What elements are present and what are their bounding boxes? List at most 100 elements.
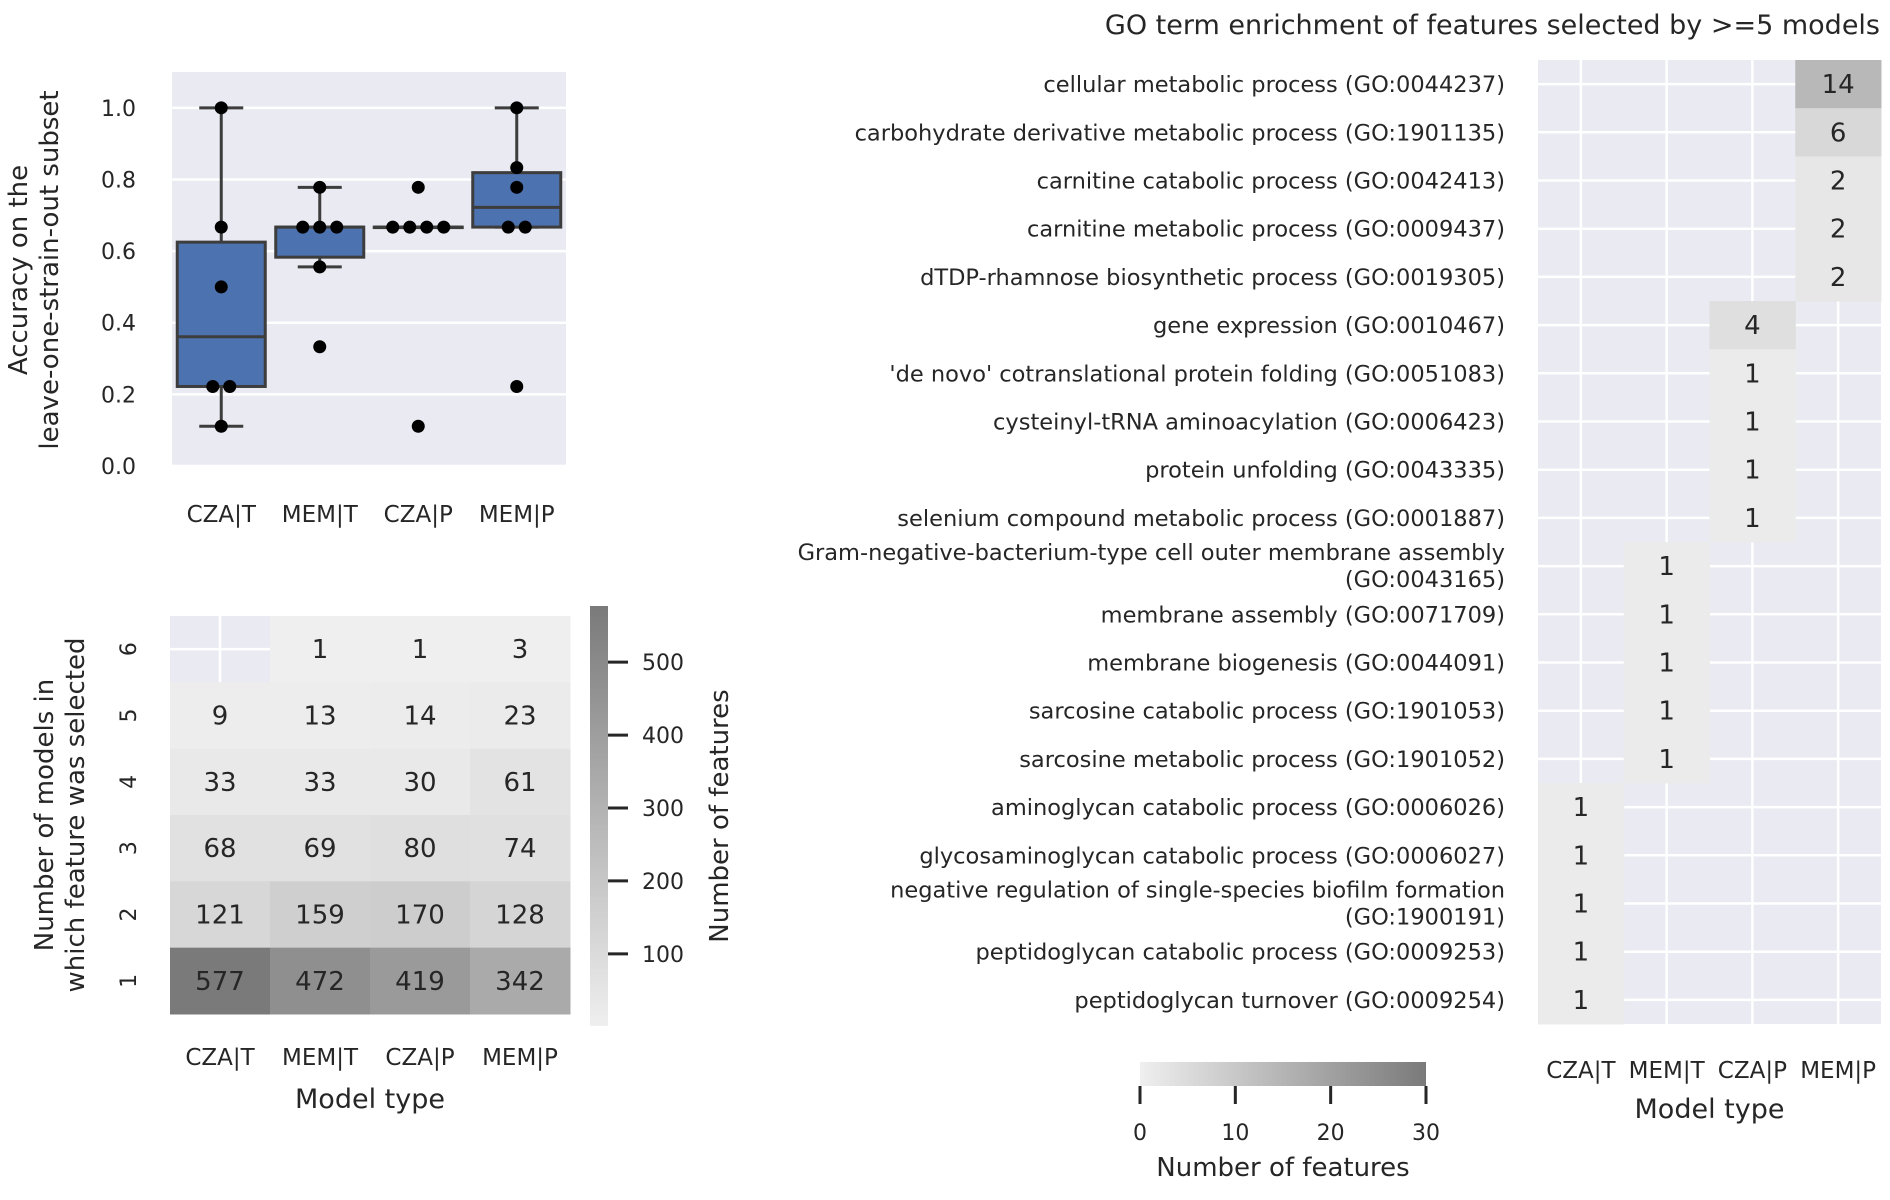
heatmap2-cell-label: 1 bbox=[1573, 986, 1590, 1016]
boxplot-data-point bbox=[330, 220, 344, 234]
boxplot-data-point bbox=[313, 340, 327, 354]
colorbar2-tick-label: 10 bbox=[1221, 1121, 1249, 1146]
heatmap2-cell-label: 14 bbox=[1822, 70, 1855, 100]
heatmap2-cell bbox=[1709, 445, 1796, 495]
heatmap1-y-tick-label: 3 bbox=[117, 841, 142, 855]
heatmap1-y-tick-label: 1 bbox=[117, 974, 142, 988]
heatmap2-cell bbox=[1709, 301, 1796, 350]
heatmap2-y-tick-label: carnitine metabolic process (GO:0009437) bbox=[1027, 217, 1505, 243]
heatmap2-y-tick-label: protein unfolding (GO:0043335) bbox=[1145, 458, 1505, 484]
heatmap2-cell-label: 1 bbox=[1744, 359, 1761, 389]
colorbar2-tick-label: 30 bbox=[1412, 1121, 1440, 1146]
boxplot-data-point bbox=[411, 180, 425, 194]
boxplot-y-tick-label: 0.2 bbox=[101, 383, 136, 408]
heatmap2-cell-label: 6 bbox=[1830, 118, 1847, 148]
heatmap2-cell bbox=[1795, 156, 1882, 206]
boxplot-x-tick-label: CZA|T bbox=[187, 502, 257, 528]
boxplot-y-axis-label: Accuracy on theleave-one-strain-out subs… bbox=[4, 90, 65, 449]
colorbar1-tick-label: 100 bbox=[642, 943, 684, 968]
heatmap2-cell bbox=[1795, 204, 1882, 254]
boxplot-data-point bbox=[510, 379, 524, 393]
heatmap1-cell bbox=[470, 682, 571, 750]
heatmap1-cell bbox=[370, 682, 471, 750]
heatmap1-cell bbox=[470, 815, 571, 882]
heatmap2-y-tick-label: cysteinyl-tRNA aminoacylation (GO:000642… bbox=[993, 410, 1505, 436]
heatmap1-cell bbox=[370, 947, 471, 1015]
heatmap1-cell bbox=[170, 881, 271, 949]
heatmap1-x-tick-label: MEM|P bbox=[482, 1045, 558, 1071]
heatmap1-cell bbox=[370, 748, 471, 816]
heatmap2-y-tick-label: sarcosine catabolic process (GO:1901053) bbox=[1029, 699, 1505, 725]
heatmap1-cell bbox=[170, 748, 271, 816]
heatmap1-cell-label: 80 bbox=[403, 834, 436, 864]
heatmap2-cell-label: 2 bbox=[1830, 215, 1847, 245]
heatmap2-y-tick-label: sarcosine metabolic process (GO:1901052) bbox=[1019, 747, 1505, 773]
boxplot-data-point bbox=[223, 379, 237, 393]
heatmap2-cell bbox=[1538, 831, 1625, 880]
heatmap1-x-tick-label: CZA|P bbox=[385, 1045, 454, 1071]
heatmap2-y-tick-label: negative regulation of single-species bi… bbox=[890, 878, 1505, 931]
boxplot-x-tick-label: MEM|P bbox=[479, 502, 555, 528]
heatmap2-cell bbox=[1623, 734, 1710, 784]
heatmap2-cell bbox=[1709, 397, 1796, 447]
heatmap2-y-tick-label: cellular metabolic process (GO:0044237) bbox=[1043, 72, 1505, 98]
heatmap1-cell bbox=[170, 682, 271, 750]
heatmap2-y-tick-label: dTDP-rhamnose biosynthetic process (GO:0… bbox=[920, 265, 1505, 291]
heatmap2-y-tick-label: 'de novo' cotranslational protein foldin… bbox=[889, 361, 1505, 387]
heatmap2-cell-label: 1 bbox=[1573, 938, 1590, 968]
heatmap2-title: GO term enrichment of features selected … bbox=[1105, 10, 1880, 41]
heatmap2-cell-label: 1 bbox=[1658, 600, 1675, 630]
heatmap2-cell bbox=[1538, 879, 1625, 929]
heatmap1-cell-label: 30 bbox=[403, 768, 436, 798]
heatmap1-cell-label: 159 bbox=[295, 901, 345, 931]
heatmap2-cell-label: 1 bbox=[1744, 408, 1761, 438]
heatmap1-cell-label: 14 bbox=[403, 702, 436, 732]
heatmap1-cell-label: 33 bbox=[203, 768, 236, 798]
heatmap1-cell-label: 419 bbox=[395, 967, 445, 997]
heatmap2-cell-label: 1 bbox=[1658, 745, 1675, 775]
heatmap1-y-tick-label: 6 bbox=[117, 642, 142, 656]
heatmap1-cell bbox=[270, 682, 371, 750]
heatmap2-y-tick-label: selenium compound metabolic process (GO:… bbox=[897, 506, 1505, 532]
heatmap2-cell bbox=[1623, 590, 1710, 639]
heatmap1-cell-label: 23 bbox=[503, 702, 536, 732]
boxplot-data-point bbox=[411, 419, 425, 433]
heatmap2-x-tick-label: CZA|T bbox=[1546, 1058, 1616, 1084]
boxplot-data-point bbox=[214, 220, 228, 234]
heatmap2-y-tick-label: aminoglycan catabolic process (GO:000602… bbox=[991, 795, 1505, 821]
heatmap2-y-tick-label: glycosaminoglycan catabolic process (GO:… bbox=[919, 843, 1505, 869]
boxplot-data-point bbox=[386, 220, 400, 234]
boxplot-data-point bbox=[214, 101, 228, 115]
boxplot-y-tick-label: 0.4 bbox=[101, 312, 136, 337]
colorbar1-tick-label: 300 bbox=[642, 797, 684, 822]
boxplot-data-point bbox=[510, 161, 524, 175]
heatmap2-cell bbox=[1538, 975, 1625, 1025]
boxplot-data-point bbox=[296, 220, 310, 234]
heatmap2-cell-label: 1 bbox=[1744, 456, 1761, 486]
box-body bbox=[175, 240, 267, 388]
heatmap1-cell-label: 577 bbox=[195, 967, 245, 997]
colorbar2-tick-label: 0 bbox=[1133, 1121, 1147, 1146]
heatmap2-y-tick-label: membrane assembly (GO:0071709) bbox=[1101, 602, 1505, 628]
heatmap2-x-tick-label: MEM|T bbox=[1629, 1058, 1706, 1084]
heatmap1-cell-label: 1 bbox=[312, 635, 329, 665]
boxplot-data-point bbox=[510, 101, 524, 115]
heatmap1-cell-label: 472 bbox=[295, 967, 345, 997]
heatmap2-cell bbox=[1795, 252, 1882, 302]
heatmap2-y-tick-label: peptidoglycan catabolic process (GO:0009… bbox=[976, 940, 1506, 966]
heatmap1-cell-label: 128 bbox=[495, 901, 545, 931]
heatmap1-cell bbox=[270, 616, 371, 683]
heatmap1-cell bbox=[370, 881, 471, 949]
heatmap1-cell bbox=[170, 815, 271, 882]
heatmap1-cell-label: 1 bbox=[412, 635, 429, 665]
boxplot-y-tick-label: 0.0 bbox=[101, 455, 136, 480]
boxplot-data-point bbox=[214, 419, 228, 433]
boxplot-data-point bbox=[437, 220, 451, 234]
heatmap1-cell bbox=[470, 947, 571, 1015]
boxplot-panel: 0.0 0.2 0.4 0.6 0.8 1.0 Accuracy on theleave-o… bbox=[4, 72, 566, 528]
heatmap2-cell bbox=[1709, 493, 1796, 543]
heatmap2-cell-label: 2 bbox=[1830, 167, 1847, 197]
boxplot-data-point bbox=[313, 180, 327, 194]
heatmap2-x-axis-label: Model type bbox=[1635, 1094, 1785, 1125]
